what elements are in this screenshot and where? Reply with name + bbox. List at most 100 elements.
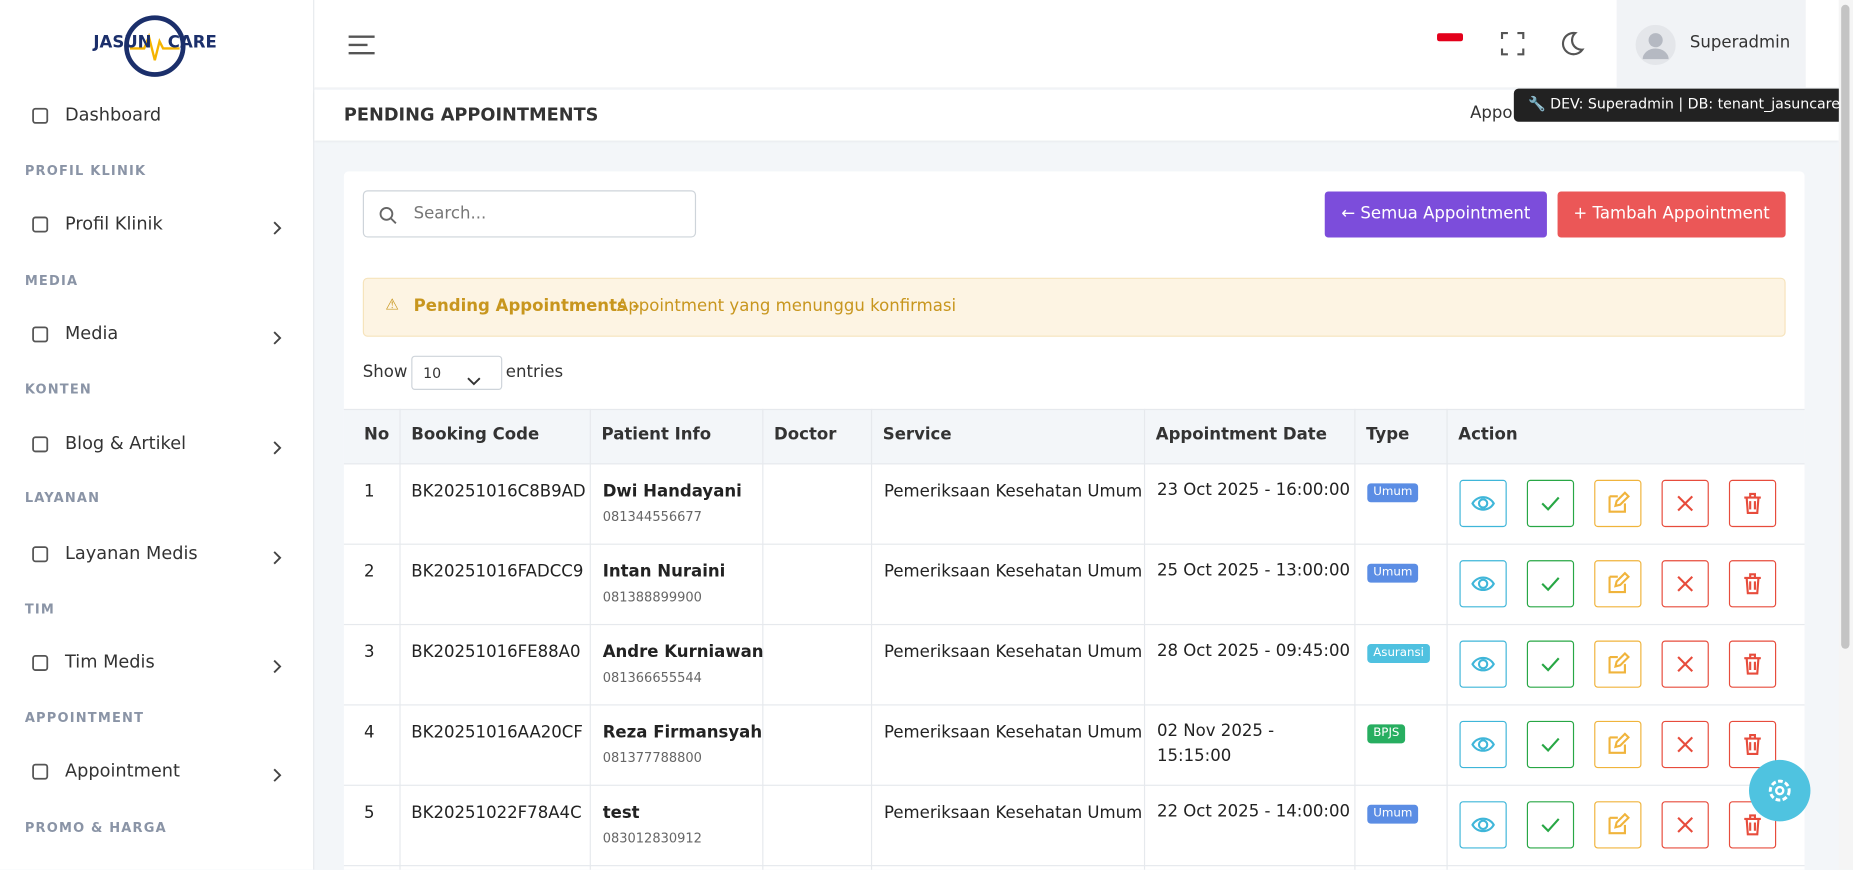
menu-item[interactable]: Appointment — [0, 750, 313, 793]
entries-suffix: entries — [505, 362, 564, 382]
service: Pemeriksaan Kesehatan Umum — [883, 642, 1143, 662]
column-header[interactable]: Patient Info — [601, 425, 712, 445]
table-row: 5 BK20251022F78A4C test 083012830912 Pemerik… — [343, 786, 1805, 867]
card: Search... ← Semua Appointment + Tambah App… — [343, 171, 1805, 870]
alert: ⚠ Pending Appointments - Appointment yang … — [362, 277, 1786, 337]
hamburger[interactable] — [347, 33, 375, 57]
type-badge: BPJS — [1367, 724, 1406, 744]
section-label: MEDIA — [24, 272, 79, 289]
column-header[interactable]: Doctor — [774, 425, 837, 445]
booking-code: BK20251016FE88A0 — [411, 642, 581, 662]
dark-mode[interactable] — [1559, 31, 1585, 57]
sidebar: JASUN CARE Dashboard PROFIL KLINIK Profil Kl… — [0, 0, 315, 870]
alert-strong: Pending Appointments - — [413, 296, 640, 316]
menu-item[interactable]: Dashboard — [0, 95, 313, 138]
column-divider — [1143, 408, 1146, 870]
tooltip: 🔧 DEV: Superadmin | DB: tenant_jasuncare — [1513, 88, 1853, 122]
action-button[interactable] — [1728, 640, 1777, 688]
action-button[interactable] — [1459, 479, 1507, 528]
action-button[interactable] — [1661, 720, 1709, 769]
action-button[interactable] — [1661, 801, 1709, 849]
row-no: 1 — [363, 482, 375, 502]
action-button[interactable] — [1728, 560, 1777, 608]
service: Pemeriksaan Kesehatan Umum — [883, 562, 1143, 582]
menu-icon — [31, 654, 50, 673]
search-box[interactable]: Search... — [362, 190, 697, 238]
chevron — [272, 656, 284, 674]
user-menu[interactable]: Superadmin — [1616, 0, 1806, 89]
action-button[interactable] — [1661, 560, 1709, 608]
alert-text: Appointment yang menunggu konfirmasi — [616, 296, 957, 316]
button[interactable]: ← Semua Appointment — [1324, 191, 1547, 238]
page-title: PENDING APPOINTMENTS — [343, 103, 599, 126]
column-header[interactable]: Booking Code — [411, 425, 540, 445]
row-no: 4 — [363, 723, 375, 743]
chevron — [272, 765, 284, 782]
action-button[interactable] — [1526, 640, 1575, 688]
section-label: PROFIL KLINIK — [24, 163, 147, 179]
appointment-date: 23 Oct 2025 - 16:00:00 — [1156, 480, 1351, 500]
menu-icon — [31, 215, 50, 234]
column-divider — [1354, 408, 1356, 870]
action-button[interactable] — [1526, 479, 1575, 528]
action-button[interactable] — [1728, 720, 1777, 769]
action-button[interactable] — [1594, 479, 1642, 528]
menu-item[interactable]: Tim Medis — [0, 642, 313, 685]
menu-label: Dashboard — [64, 103, 162, 126]
action-button[interactable] — [1526, 720, 1575, 769]
action-button[interactable] — [1459, 560, 1507, 608]
action-button[interactable] — [1459, 720, 1507, 769]
type-badge: Umum — [1367, 563, 1419, 583]
entries-label: Show — [362, 362, 408, 382]
patient-phone: 081388899900 — [602, 589, 702, 606]
menu-item[interactable]: Layanan Medis — [0, 533, 313, 576]
action-button[interactable] — [1661, 640, 1709, 688]
booking-code: BK20251022F78A4C — [411, 803, 582, 823]
scrollbar-thumb[interactable] — [1841, 4, 1850, 649]
appointment-date: 28 Oct 2025 - 09:45:00 — [1156, 641, 1351, 661]
menu-item[interactable]: Blog & Artikel — [0, 423, 313, 466]
booking-code: BK20251016AA20CF — [411, 723, 583, 743]
column-header[interactable]: Type — [1366, 425, 1410, 445]
patient-name: Dwi Handayani — [602, 482, 742, 502]
patient-phone: 081344556677 — [602, 509, 702, 525]
menu-item[interactable]: Profil Klinik — [0, 203, 313, 246]
menu-label: Layanan Medis — [64, 542, 198, 564]
settings-fab[interactable] — [1749, 759, 1811, 822]
appointment-date: 25 Oct 2025 - 13:00:00 — [1156, 561, 1351, 581]
row-no: 5 — [363, 803, 375, 823]
action-button[interactable] — [1661, 479, 1709, 528]
select-arrow — [467, 369, 481, 386]
menu-label: Tim Medis — [64, 651, 155, 673]
action-button[interactable] — [1594, 640, 1642, 688]
patient-name: test — [602, 803, 640, 823]
table: No Booking Code Patient Info Doctor Service A… — [343, 408, 1805, 870]
menu-label: Media — [64, 322, 119, 344]
fullscreen[interactable] — [1500, 31, 1526, 57]
menu-item[interactable]: Media — [0, 313, 313, 356]
chevron — [272, 437, 284, 455]
action-button[interactable] — [1594, 560, 1642, 608]
action-button[interactable] — [1526, 801, 1575, 849]
logo-left: JASUN — [93, 33, 152, 52]
patient-name: Andre Kurniawan — [602, 642, 764, 662]
entries-select[interactable]: 10 — [411, 355, 503, 390]
action-button[interactable] — [1526, 560, 1575, 608]
topbar: Superadmin — [314, 0, 1839, 89]
column-header[interactable]: Service — [882, 425, 952, 445]
column-header[interactable]: Action — [1458, 425, 1518, 445]
action-button[interactable] — [1594, 801, 1642, 849]
button[interactable]: + Tambah Appointment — [1557, 191, 1786, 238]
menu-icon — [31, 106, 50, 125]
action-button[interactable] — [1459, 801, 1507, 849]
booking-code: BK20251016FADCC9 — [411, 562, 584, 582]
section-label: LAYANAN — [24, 490, 101, 506]
avatar — [1635, 24, 1676, 65]
logo-right: CARE — [167, 33, 217, 52]
action-button[interactable] — [1459, 640, 1507, 688]
column-header[interactable]: Appointment Date — [1155, 425, 1327, 445]
flag[interactable] — [1437, 32, 1464, 50]
column-header[interactable]: No — [363, 425, 390, 445]
action-button[interactable] — [1594, 720, 1642, 769]
action-button[interactable] — [1728, 479, 1777, 528]
